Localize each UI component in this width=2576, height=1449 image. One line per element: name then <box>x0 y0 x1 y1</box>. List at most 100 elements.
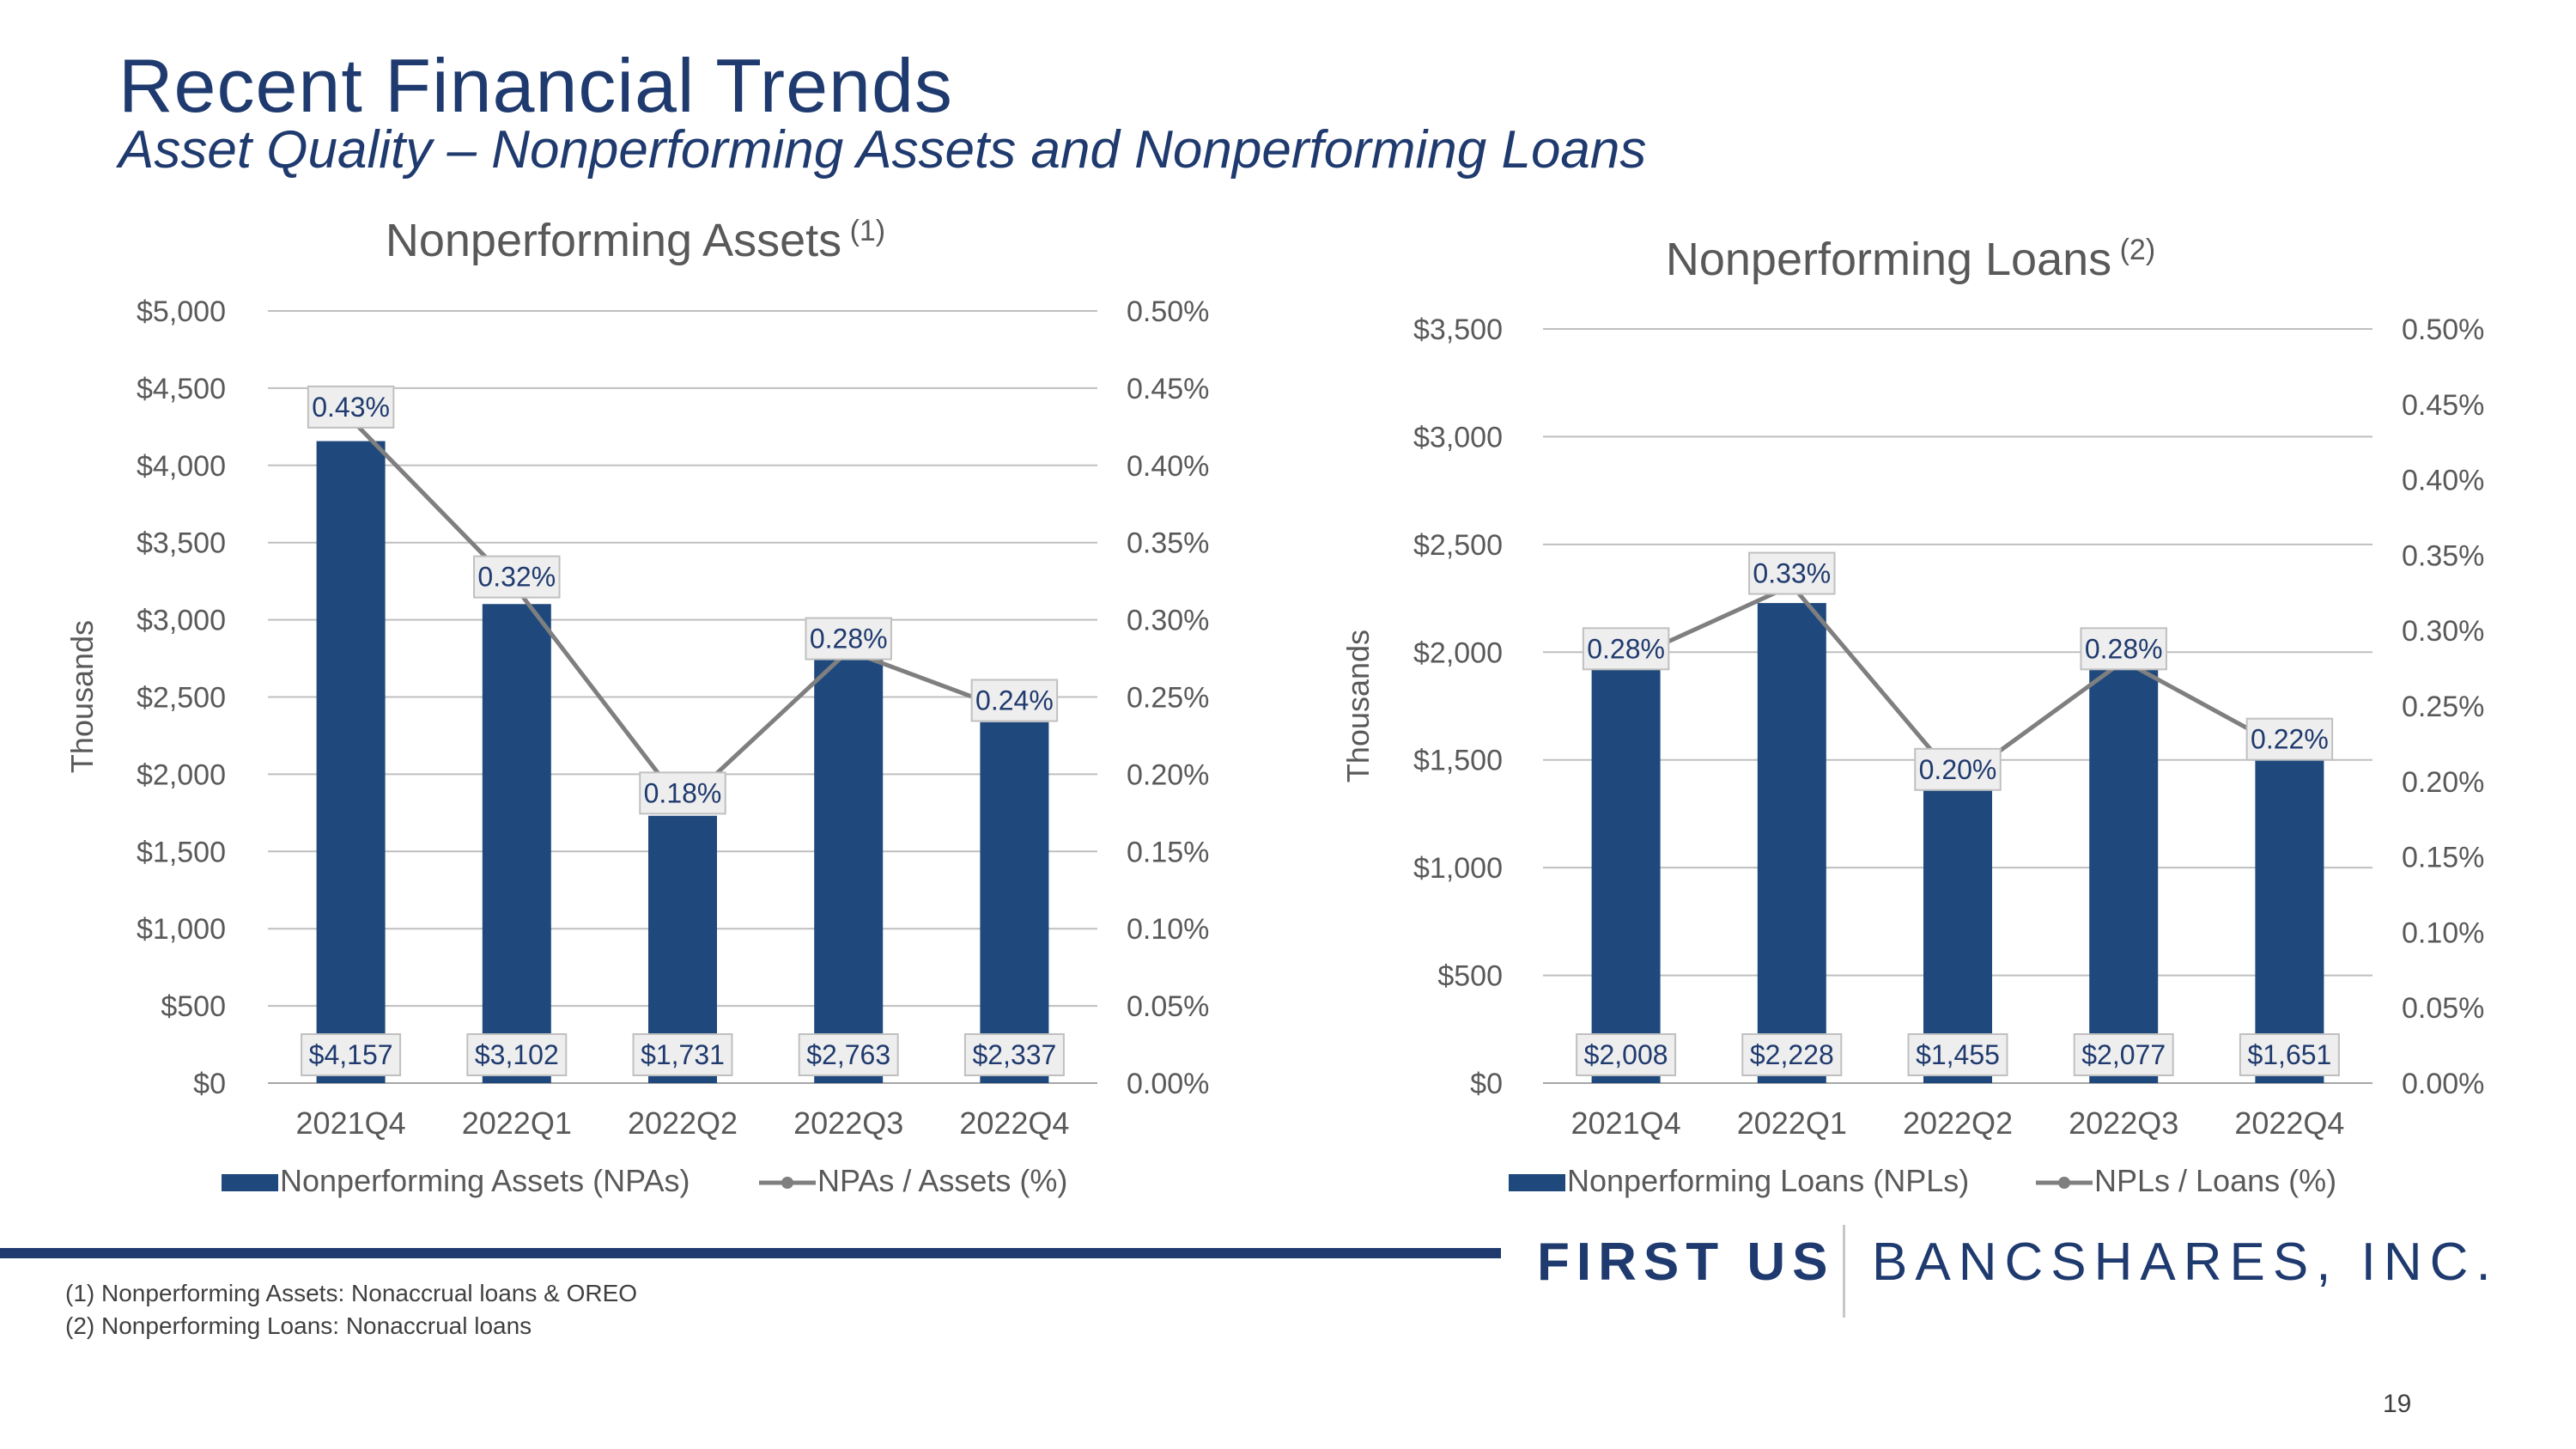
npa-y-tick: $0 <box>193 1068 226 1100</box>
npa-x-tick: 2022Q2 <box>628 1105 738 1141</box>
npl-legend-line-marker <box>2058 1177 2070 1189</box>
npa-bar-label: $1,731 <box>641 1039 725 1070</box>
npl-y2-tick: 0.20% <box>2402 766 2484 799</box>
npl-y-tick: $500 <box>1437 960 1503 993</box>
npa-y-tick: $500 <box>161 990 226 1023</box>
npa-y-tick: $5,000 <box>137 295 226 328</box>
npa-y2-tick: 0.30% <box>1127 605 1209 637</box>
npa-ratio-label: 0.18% <box>644 777 722 808</box>
npl-y-tick: $2,000 <box>1413 636 1503 669</box>
npl-y2-tick: 0.25% <box>2402 691 2484 723</box>
page-number: 19 <box>2383 1390 2412 1418</box>
npa-legend-line-label: NPAs / Assets (%) <box>817 1163 1067 1198</box>
npa-y-tick: $3,000 <box>137 605 226 637</box>
npl-ratio-label-box <box>1914 747 2002 791</box>
npa-bar <box>814 656 884 1083</box>
npl-bar <box>2089 635 2159 1083</box>
npa-y-tick: $3,500 <box>137 527 226 560</box>
npl-legend-bar-swatch <box>1509 1174 1565 1191</box>
npl-ratio-label: 0.22% <box>2251 724 2329 755</box>
npa-y-tick: $1,500 <box>137 836 226 868</box>
npl-y2-tick: 0.15% <box>2402 842 2484 874</box>
npl-ratio-label-box <box>2245 717 2334 761</box>
npa-y2-tick: 0.25% <box>1127 682 1209 715</box>
npa-y-axis-label: Thousands <box>64 620 100 773</box>
npl-y-tick: $3,500 <box>1413 314 1503 346</box>
npl-y-tick: $3,000 <box>1413 421 1503 454</box>
npa-title-note: (1) <box>841 215 885 247</box>
npa-y2-tick: 0.50% <box>1127 295 1209 328</box>
company-logo: FIRST US BANCSHARES, INC. <box>1537 1220 2491 1323</box>
npl-legend-bar-label: Nonperforming Loans (NPLs) <box>1567 1163 1969 1198</box>
npa-y-tick: $2,500 <box>137 682 226 715</box>
npl-bar-label: $1,651 <box>2247 1039 2331 1070</box>
npl-y2-tick: 0.30% <box>2402 615 2484 648</box>
npa-y2-tick: 0.15% <box>1127 836 1209 868</box>
npa-bar-label-box <box>632 1033 733 1076</box>
npl-ratio-label-box <box>1748 551 1836 595</box>
npa-bar <box>316 441 386 1083</box>
npa-legend-bar-label: Nonperforming Assets (NPAs) <box>280 1163 690 1198</box>
npl-ratio-label: 0.28% <box>1587 633 1665 664</box>
npa-bar-label: $3,102 <box>475 1039 559 1070</box>
npa-bar-label-box <box>963 1033 1065 1076</box>
npl-bar-label-box <box>1576 1033 1677 1076</box>
npl-y2-tick: 0.40% <box>2402 465 2484 497</box>
npl-y-tick: $1,500 <box>1413 745 1503 777</box>
npl-y2-tick: 0.35% <box>2402 539 2484 572</box>
npa-ratio-label: 0.28% <box>810 624 888 654</box>
npa-bar-label-box <box>301 1033 402 1076</box>
npl-bar <box>1757 603 1826 1083</box>
npl-ratio-label-box <box>2080 627 2167 671</box>
npa-x-tick: 2021Q4 <box>296 1105 406 1141</box>
npl-y2-tick: 0.05% <box>2402 992 2484 1025</box>
npa-x-tick: 2022Q4 <box>959 1105 1069 1141</box>
npl-ratio-label: 0.20% <box>1919 754 1997 785</box>
npl-ratio-label-box <box>1582 627 1670 671</box>
npa-bar <box>482 604 551 1083</box>
npl-legend-line-label: NPLs / Loans (%) <box>2094 1163 2336 1198</box>
npa-y2-tick: 0.00% <box>1127 1068 1209 1100</box>
npl-ratio-label: 0.28% <box>2085 633 2163 664</box>
npa-y2-tick: 0.45% <box>1127 373 1209 405</box>
npa-y-tick: $2,000 <box>137 758 226 791</box>
npl-bar-label: $1,455 <box>1916 1039 2000 1070</box>
npl-x-tick: 2022Q2 <box>1903 1105 2013 1141</box>
npl-ratio-label: 0.33% <box>1753 558 1831 589</box>
npl-x-tick: 2021Q4 <box>1571 1105 1681 1141</box>
npa-ratio-label-box <box>473 555 561 599</box>
npl-x-tick: 2022Q3 <box>2069 1105 2178 1141</box>
slide-title: Recent Financial Trends <box>118 43 953 128</box>
slide-subtitle: Asset Quality – Nonperforming Assets and… <box>118 120 1647 180</box>
footnote-2: (2) Nonperforming Loans: Nonaccrual loan… <box>65 1312 532 1339</box>
npa-bar-label-box <box>466 1033 568 1076</box>
npl-bar-label: $2,077 <box>2081 1039 2166 1070</box>
footnote-1: (1) Nonperforming Assets: Nonaccrual loa… <box>65 1280 638 1306</box>
logo-first-us: FIRST US <box>1537 1233 1835 1292</box>
npa-bar-label: $4,157 <box>309 1039 393 1070</box>
npl-x-tick: 2022Q4 <box>2234 1105 2344 1141</box>
npa-ratio-label-box <box>970 679 1059 722</box>
npa-bar-label: $2,763 <box>806 1039 890 1070</box>
npa-y2-tick: 0.20% <box>1127 758 1209 791</box>
npl-bar-label-box <box>2073 1033 2174 1076</box>
npl-chart-title: Nonperforming Loans (2) <box>1666 234 2155 285</box>
npa-ratio-label: 0.32% <box>477 562 556 593</box>
npa-y-tick: $4,500 <box>137 373 226 405</box>
npl-bar-label: $2,228 <box>1750 1039 1834 1070</box>
npa-y2-tick: 0.40% <box>1127 450 1209 483</box>
npa-bar <box>980 721 1049 1083</box>
npa-chart-title: Nonperforming Assets (1) <box>386 215 885 266</box>
npl-bar <box>2255 727 2324 1083</box>
npa-legend-line-marker <box>781 1177 793 1189</box>
npl-y-tick: $1,000 <box>1413 852 1503 885</box>
npl-bar <box>1923 770 1992 1083</box>
npa-y-tick: $1,000 <box>137 913 226 946</box>
npa-x-tick: 2022Q3 <box>793 1105 903 1141</box>
npl-bar-label-box <box>1741 1033 1843 1076</box>
npa-y2-tick: 0.10% <box>1127 913 1209 946</box>
npa-x-tick: 2022Q1 <box>462 1105 572 1141</box>
npa-y2-tick: 0.35% <box>1127 527 1209 560</box>
